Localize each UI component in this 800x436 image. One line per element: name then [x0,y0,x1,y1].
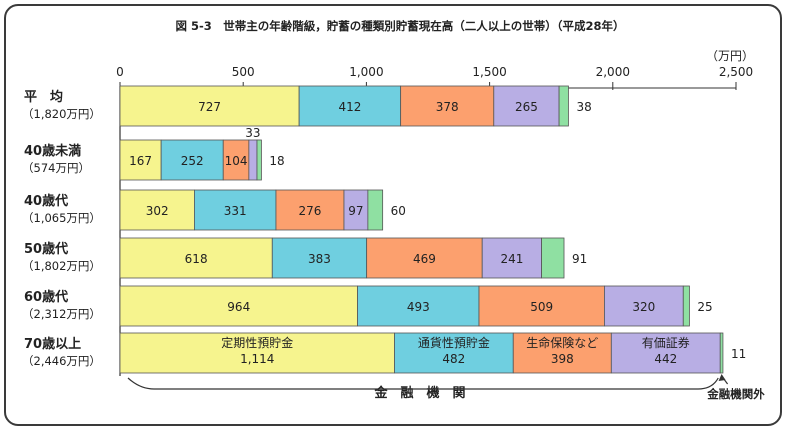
category-label: 50歳代 [24,241,68,257]
category-label: 40歳未満 [24,143,81,159]
bar-segment [256,139,262,181]
bar-segment [194,189,277,231]
value-label: 1,114 [240,352,274,366]
financial-institution-bracket: 金 融 機 関 金融機関外 [127,374,765,401]
value-label: 509 [530,300,553,314]
category-label: 40歳代 [24,193,68,209]
bar-segment [119,285,358,327]
value-label: 265 [515,100,538,114]
tick-label: 500 [232,65,255,79]
bar-segment [357,285,480,327]
category-total-label: （2,446万円） [22,354,101,368]
value-label: 320 [632,300,655,314]
category-total-label: （1,065万円） [22,211,101,225]
bar-segment [367,189,384,231]
value-label: 252 [181,154,204,168]
bar-segment [493,85,560,127]
value-label: 331 [224,204,247,218]
tick-label: 2,500 [719,65,753,79]
category-total-label: （1,820万円） [22,107,101,121]
category-label: 平 均 [24,89,63,105]
category-label: 70歳以上 [24,336,81,352]
unit-label: （万円） [706,49,754,63]
value-label: 412 [338,100,361,114]
bar-segment [119,237,273,279]
bar-segment [719,332,724,374]
value-label: 25 [697,300,712,314]
value-label: 33 [245,126,260,140]
category-label: 60歳代 [24,289,68,305]
bar-segment [271,237,368,279]
series-name-label: 有価証券 [642,335,690,350]
bar-segment [248,139,258,181]
value-label: 11 [731,347,746,361]
bar-segment [119,332,395,374]
bar-segment [610,332,721,374]
bar-segment [478,285,605,327]
outside-pointer-arrow [718,374,726,381]
series-name-label: 定期性預貯金 [221,335,293,350]
category-total-label: （1,802万円） [22,259,101,273]
value-label: 167 [129,154,152,168]
bar-segment [558,85,569,127]
bar-segment [604,285,684,327]
series-name-label: 生命保険など [526,335,598,350]
value-label: 302 [146,204,169,218]
value-label: 104 [225,154,248,168]
tick-label: 0 [116,65,124,79]
value-label: 91 [572,252,587,266]
category-total-label: （574万円） [22,161,90,175]
bar-segment [366,237,483,279]
tick-label: 2,000 [596,65,630,79]
value-label: 727 [198,100,221,114]
bar-segment [275,189,345,231]
value-label: 618 [185,252,208,266]
bars [119,85,724,374]
bar-segment [541,237,565,279]
value-label: 241 [500,252,523,266]
chart-title: 図 5-3 世帯主の年齢階級，貯蓄の種類別貯蓄現在高（二人以上の世帯）（平成28… [175,19,624,33]
value-labels: 727 412 378 265 38 167 252 104 33 18 302 331 276 97 60… [129,100,746,366]
value-label: 482 [442,352,465,366]
value-label: 964 [227,300,250,314]
category-labels: 平 均 （1,820万円） 40歳未満 （574万円） 40歳代 （1,065万円） 50歳… [22,89,101,368]
series-name-label: 通貨性預貯金 [418,335,490,350]
value-label: 398 [551,352,574,366]
bar-segment [160,139,224,181]
bracket-line [127,377,719,390]
bar-segment [119,139,162,181]
outside-label: 金融機関外 [706,387,765,401]
bar-segment [119,189,195,231]
value-label: 18 [269,154,284,168]
category-total-label: （2,312万円） [22,307,101,321]
value-label: 97 [348,204,363,218]
tick-label: 1,000 [349,65,383,79]
value-label: 276 [299,204,322,218]
bar-segment [481,237,542,279]
tick-label: 1,500 [472,65,506,79]
bar-segment [394,332,514,374]
value-label: 442 [654,352,677,366]
value-label: 378 [436,100,459,114]
value-label: 493 [407,300,430,314]
bracket-label: 金 融 機 関 [373,385,465,401]
bar-segment [512,332,612,374]
bar-segment [400,85,495,127]
value-label: 469 [413,252,436,266]
value-label: 38 [576,100,591,114]
value-label: 383 [308,252,331,266]
value-label: 60 [391,204,406,218]
bar-segment [682,285,690,327]
